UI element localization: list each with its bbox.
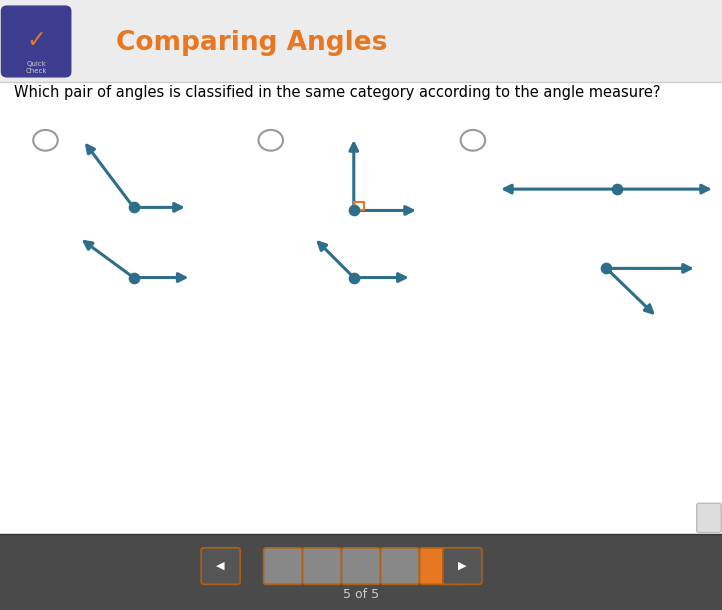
Point [601,264,612,273]
FancyBboxPatch shape [419,548,458,584]
Point [348,206,360,215]
Bar [0,534,722,610]
Text: Quick
Check: Quick Check [25,60,47,74]
FancyBboxPatch shape [697,503,721,533]
FancyBboxPatch shape [1,6,71,77]
FancyBboxPatch shape [303,548,342,584]
Point [348,273,360,282]
Text: 5 of 5: 5 of 5 [343,588,379,601]
Text: ◀: ◀ [217,561,225,571]
Point [128,273,139,282]
Text: Comparing Angles: Comparing Angles [116,30,387,56]
FancyBboxPatch shape [264,548,303,584]
FancyBboxPatch shape [201,548,240,584]
Text: ✓: ✓ [26,27,46,52]
FancyBboxPatch shape [342,548,380,584]
Text: ▶: ▶ [458,561,466,571]
Text: Which pair of angles is classified in the same category according to the angle m: Which pair of angles is classified in th… [14,85,661,100]
Point [128,203,139,212]
FancyBboxPatch shape [380,548,419,584]
Bar [354,202,364,210]
FancyBboxPatch shape [443,548,482,584]
Bar [0,0,722,82]
Point [612,184,623,194]
